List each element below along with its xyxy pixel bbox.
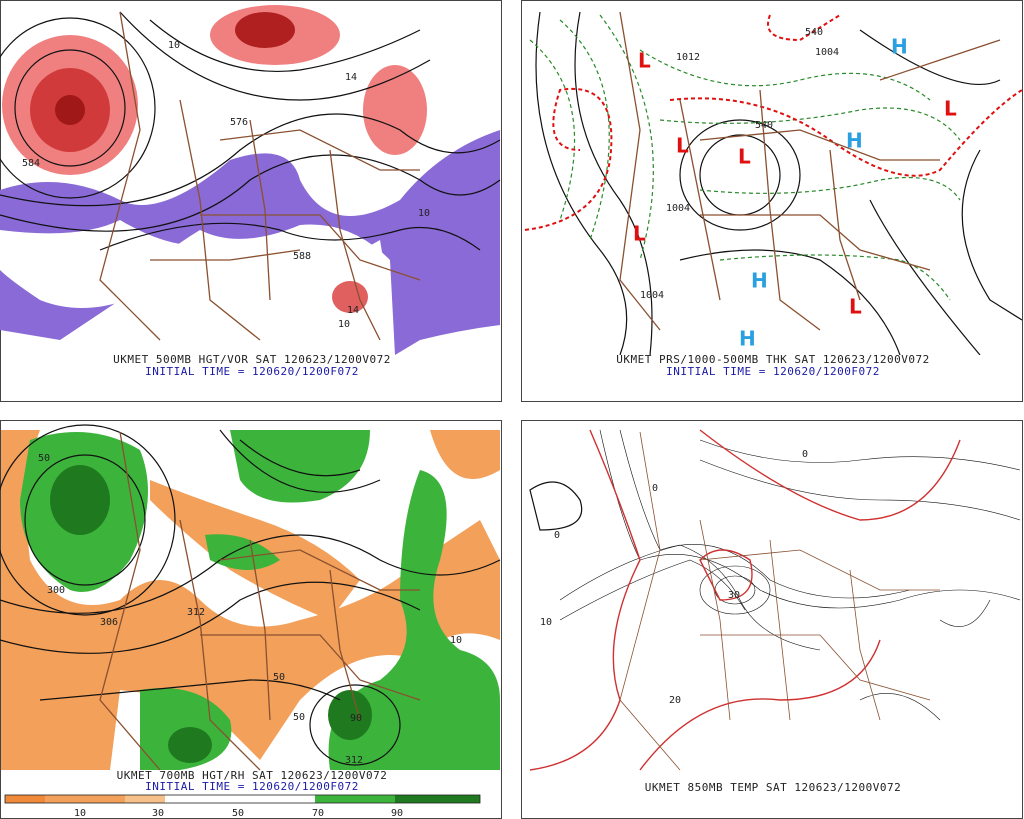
panel-caption: UKMET 500MB HGT/VOR SAT 120623/1200V072 <box>113 353 391 366</box>
contour-label: 0 <box>652 483 658 494</box>
low-symbol: L <box>738 145 751 169</box>
rh-moist-shading <box>230 430 370 503</box>
contour-label: 14 <box>347 305 359 316</box>
contour-label: 0 <box>802 449 808 460</box>
rh-dry-shading <box>430 430 500 479</box>
low-symbol: L <box>944 97 957 121</box>
rh-moist-max <box>328 690 372 740</box>
initial-time: INITIAL TIME = 120620/1200F072 <box>145 365 359 378</box>
panel-caption: UKMET 850MB TEMP SAT 120623/1200V072 <box>645 781 901 794</box>
state-lines <box>99 431 421 771</box>
initial-time: INITIAL TIME = 120620/1200F072 <box>666 365 880 378</box>
contour-label: 312 <box>187 607 205 618</box>
thickness-contours <box>524 14 1023 301</box>
colorbar-label: 50 <box>232 808 244 819</box>
vorticity-max <box>363 65 427 155</box>
panel-frame <box>521 420 1023 819</box>
contour-label: 50 <box>38 453 50 464</box>
contour-label: 1004 <box>640 290 664 301</box>
contour-label: 306 <box>100 617 118 628</box>
temperature-contours <box>529 429 1021 771</box>
high-symbol: H <box>751 269 768 293</box>
contour-label: 1004 <box>666 203 690 214</box>
colorbar-label: 30 <box>152 808 164 819</box>
panel-500mb: 584 588 576 10 14 10 14 10 UKMET 500MB H… <box>0 0 502 402</box>
low-symbol: L <box>849 295 862 319</box>
contour-label: 1012 <box>676 52 700 63</box>
contour-label: 14 <box>345 72 357 83</box>
contour-label: 50 <box>273 672 285 683</box>
contour-label: 540 <box>755 120 773 131</box>
contour-label: 50 <box>293 712 305 723</box>
caption-area <box>522 355 1022 401</box>
caption-area <box>522 771 1022 818</box>
high-symbol: H <box>891 35 908 59</box>
colorbar-label: 90 <box>391 808 403 819</box>
colorbar <box>4 794 481 804</box>
state-lines <box>619 11 1001 331</box>
contour-label: 10 <box>450 635 462 646</box>
rh-dry-shading <box>1 430 500 770</box>
caption-area <box>1 771 501 818</box>
panel-frame <box>521 0 1023 402</box>
vorticity-max <box>332 281 368 313</box>
initial-time: INITIAL TIME = 120620/1200F072 <box>145 780 359 793</box>
contour-label: 10 <box>418 208 430 219</box>
state-lines <box>619 431 940 771</box>
low-symbol: L <box>638 49 651 73</box>
panel-850mb: 0 0 0 20 10 30 UKMET 850MB TEMP SAT 1206… <box>521 420 1023 819</box>
contour-label: 0 <box>554 530 560 541</box>
panel-surface-pressure: L L L L L L H H H H 1012 1004 1004 1004 … <box>521 0 1023 402</box>
contour-label: 10 <box>338 319 350 330</box>
panel-caption: UKMET PRS/1000-500MB THK SAT 120623/1200… <box>616 353 929 366</box>
contour-label: 10 <box>540 617 552 628</box>
caption-area <box>1 355 501 401</box>
colorbar-label: 10 <box>74 808 86 819</box>
low-symbol: L <box>676 134 689 158</box>
panel-700mb: 50 300 306 312 50 50 90 312 10 UKMET 700… <box>0 420 502 819</box>
rh-moist-max <box>168 727 212 763</box>
panel-caption: UKMET 700MB HGT/RH SAT 120623/1200V072 <box>117 769 388 782</box>
contour-label: 588 <box>293 251 311 262</box>
contour-label: 584 <box>22 158 40 169</box>
low-symbol: L <box>633 222 646 246</box>
contour-label: 312 <box>345 755 363 766</box>
contour-label: 540 <box>805 27 823 38</box>
vorticity-max <box>235 12 295 48</box>
high-symbol: H <box>846 129 863 153</box>
vorticity-max <box>55 95 85 125</box>
contour-label: 90 <box>350 713 362 724</box>
state-lines <box>99 11 421 341</box>
colorbar-label: 70 <box>312 808 324 819</box>
contour-label: 30 <box>728 590 740 601</box>
contour-label: 1004 <box>815 47 839 58</box>
contour-label: 576 <box>230 117 248 128</box>
rh-moist-shading <box>328 470 500 770</box>
height-contours <box>0 11 501 251</box>
gap <box>0 220 390 308</box>
contour-label: 10 <box>168 40 180 51</box>
height-contours <box>0 424 501 766</box>
rh-moist-max <box>50 465 110 535</box>
contour-label: 20 <box>669 695 681 706</box>
high-symbol: H <box>739 327 756 351</box>
rh-moist-shading <box>205 534 280 570</box>
contour-label: 300 <box>47 585 65 596</box>
